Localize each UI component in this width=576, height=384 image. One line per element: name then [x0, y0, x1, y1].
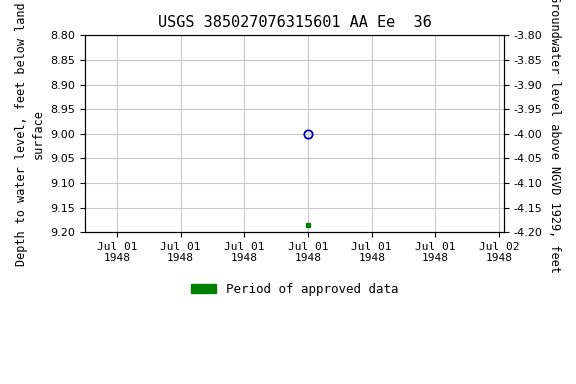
Title: USGS 385027076315601 AA Ee  36: USGS 385027076315601 AA Ee 36: [158, 15, 431, 30]
Y-axis label: Groundwater level above NGVD 1929, feet: Groundwater level above NGVD 1929, feet: [548, 0, 561, 273]
Y-axis label: Depth to water level, feet below land
surface: Depth to water level, feet below land su…: [15, 2, 45, 266]
Legend: Period of approved data: Period of approved data: [185, 278, 403, 301]
